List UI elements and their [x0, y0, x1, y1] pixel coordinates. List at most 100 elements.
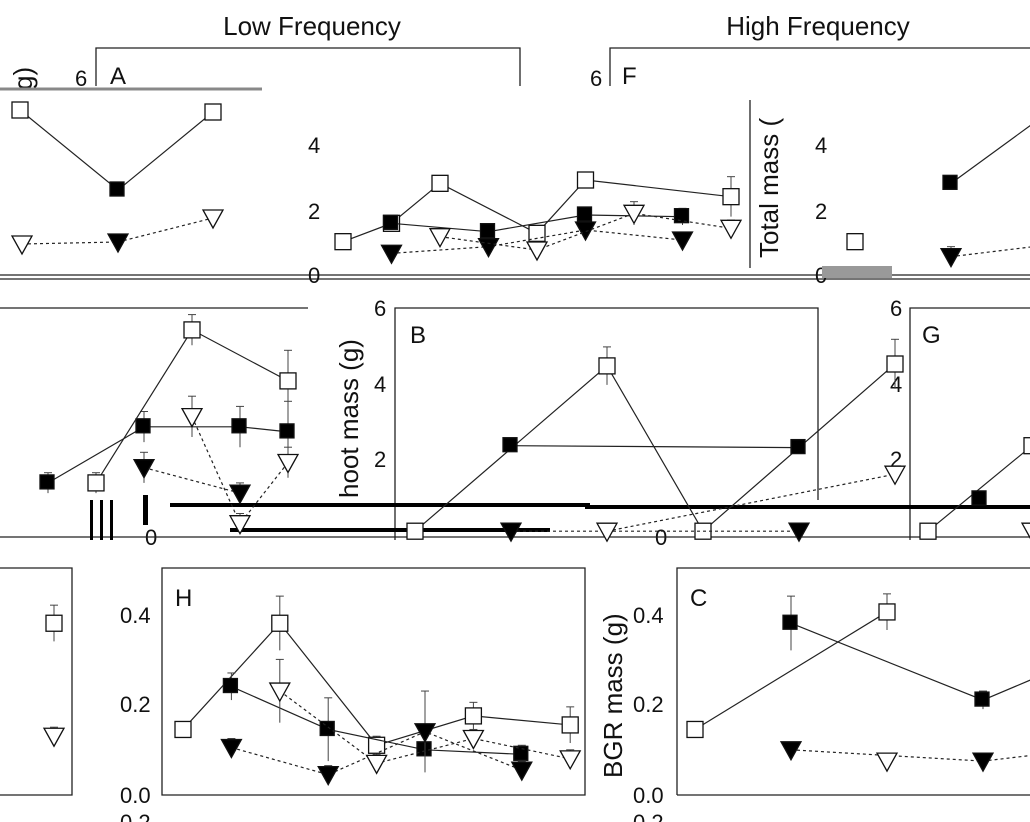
panel-tl-point-2 [204, 103, 222, 121]
panel-h-series-1-point-2 [416, 741, 432, 757]
panel-g-strip-series-3-point-0 [180, 407, 204, 428]
panel-h-series-0-point-4 [561, 716, 579, 734]
glitch-strip-2 [585, 505, 1030, 509]
low-frequency-title: Low Frequency [223, 11, 401, 41]
panel-e-series-2-line [950, 246, 1030, 258]
panel-h-series-2-point-3 [510, 761, 533, 782]
panel-b-series-0-point-1 [598, 357, 616, 375]
glitch-strip-3 [230, 528, 550, 532]
panel-g-series-2-point-0 [1020, 522, 1030, 539]
panel-a-series-2-point-0 [380, 244, 403, 265]
panel-tl-point-5 [201, 209, 225, 230]
panel-b-label: B [410, 322, 426, 349]
panel-a-series-0-point-4 [576, 171, 595, 189]
panel-h-series-1-point-3 [513, 745, 529, 761]
glitch-strip-1 [170, 503, 590, 507]
panel-b-tick-2: 2 [374, 447, 386, 472]
panel-a-series-2-point-3 [671, 231, 694, 252]
glitch-bar-1 [90, 500, 93, 540]
panel-tl-point-1 [109, 181, 125, 197]
panel-b-series-1-point-1 [790, 438, 806, 455]
panel-h-label: H [175, 585, 192, 612]
panel-c-tick-00: 0.0 [633, 783, 664, 808]
panel-a-series-3-point-2 [622, 204, 646, 225]
panel-g-strip-series-3-point-1 [228, 515, 252, 536]
panel-a-series-0-point-5 [722, 188, 740, 206]
panel-d-series-0-point-0 [45, 614, 63, 632]
panel-h-series-0-point-1 [271, 614, 289, 632]
panel-c-series-0-point-1 [878, 603, 896, 621]
panel-h-tick-02: 0.2 [120, 692, 151, 717]
panel-a-tick-4: 4 [308, 133, 320, 158]
panel-a-series-1-point-0 [382, 214, 399, 230]
panel-h-series-3-point-1 [365, 754, 388, 775]
panel-a-series-3-line [439, 212, 732, 251]
panel-a-marks [334, 171, 743, 265]
bottom-tick-right: 0.2 [633, 810, 664, 822]
panel-g-strip-series-0-point-3 [279, 423, 295, 439]
ylabel-shoot-mass: hoot mass (g) [334, 339, 364, 498]
panel-top-left-marks [10, 101, 225, 256]
panel-g-strip-series-2-point-1 [228, 484, 252, 505]
panel-c-series-3-point-0 [875, 752, 899, 773]
panel-g-strip-series-1-point-0 [87, 474, 105, 492]
ylabel-total-mass: Total mass ( [754, 118, 784, 258]
panel-b-frame [394, 307, 819, 540]
panel-a-label: A [110, 63, 126, 90]
panel-g-frame [909, 307, 1030, 540]
panel-g-tick-6: 6 [890, 296, 902, 321]
panel-h-series-0-line [182, 622, 571, 746]
panel-g-strip-series-0-point-1 [135, 418, 151, 434]
panel-c-tick-02: 0.2 [633, 692, 664, 717]
panel-e-series-2-point-0 [939, 248, 963, 269]
panel-e-marks [846, 124, 1030, 269]
panel-e-series-1-line [950, 124, 1030, 184]
panel-b-tick-4: 4 [374, 372, 386, 397]
panel-h-tick-00: 0.0 [120, 783, 151, 808]
panel-a-series-3-point-0 [428, 228, 452, 249]
panel-g-strip-series-0-point-2 [231, 418, 247, 434]
row-3-band: 0.4 0.2 0.0 H 0.4 0.2 0.0 C BGR mass (g)… [0, 567, 1030, 822]
panel-a-series-3-point-3 [719, 219, 743, 240]
panel-tl-point-0 [11, 101, 29, 119]
panel-a-series-1-point-2 [576, 206, 593, 222]
panel-e-series-1-point-0 [942, 174, 958, 190]
panel-h-marks [174, 595, 582, 786]
panel-h-series-3-point-0 [268, 682, 291, 703]
panel-h-series-3-point-2 [462, 729, 485, 750]
panel-d-series-1-point-0 [42, 727, 66, 748]
panel-c-series-1-point-0 [782, 614, 798, 630]
panel-b-series-0-point-0 [406, 522, 424, 540]
panel-g-strip-series-2-point-0 [132, 458, 156, 479]
glitch-bar-4 [143, 495, 148, 525]
panel-d-marks [42, 604, 66, 748]
panel-e-label: F [622, 63, 637, 90]
panel-b-marks [406, 338, 907, 543]
row-2-band: 6 4 2 0 0 B 6 4 2 G hoot mass (g) [0, 296, 1030, 550]
panel-b-series-1-point-0 [502, 437, 518, 453]
panel-h-series-2-point-1 [317, 766, 340, 786]
panel-a-tick-0: 0 [308, 263, 320, 288]
panel-a-series-3-point-1 [525, 241, 549, 262]
panel-a-series-2-point-2 [574, 221, 597, 242]
panel-h-series-2-point-2 [413, 723, 437, 744]
ylabel-bgr-mass: BGR mass (g) [598, 613, 628, 778]
panel-a-series-0-point-2 [431, 174, 449, 192]
panel-b-series-3-point-1 [883, 465, 907, 486]
panel-g-series-0-line [927, 446, 1030, 532]
panel-h-series-3-line [279, 690, 571, 765]
panel-b-series-2-point-1 [787, 522, 811, 543]
panel-b-tick-6: 6 [374, 296, 386, 321]
panel-h-series-2-point-0 [220, 738, 243, 759]
panel-strip-marks [39, 314, 300, 536]
panel-a-series-1-point-3 [673, 208, 690, 224]
panel-h-series-0-point-0 [174, 720, 192, 739]
panel-g-strip-series-0-point-0 [39, 474, 55, 490]
panel-h-series-1-point-0 [222, 677, 239, 694]
panel-h-series-0-point-3 [464, 707, 483, 725]
panel-c-series-1-line [790, 622, 1030, 701]
panel-g-series-0-point-1 [1023, 437, 1030, 455]
glitch-bar-3 [110, 500, 113, 540]
panel-g-strip-series-2-line [143, 467, 241, 494]
panel-b-series-1-line [510, 445, 800, 449]
